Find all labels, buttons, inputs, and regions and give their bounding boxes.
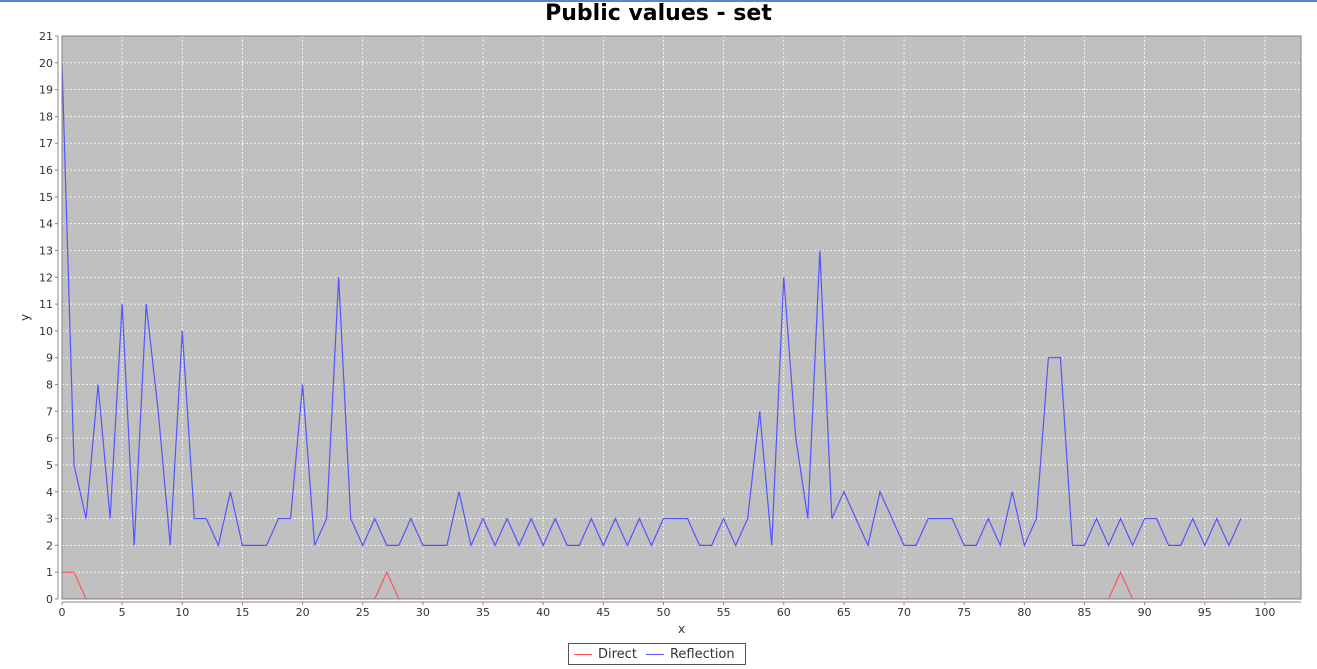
x-tick-label: 45 xyxy=(596,606,610,619)
y-tick-label: 14 xyxy=(39,218,53,231)
legend-swatch-reflection xyxy=(645,653,664,655)
y-tick-label: 6 xyxy=(46,432,53,445)
top-border xyxy=(0,0,1317,2)
y-tick-label: 2 xyxy=(46,539,53,552)
x-tick-label: 30 xyxy=(416,606,430,619)
legend-label-direct: Direct xyxy=(598,646,637,662)
legend-item-direct: Direct xyxy=(574,647,637,662)
y-tick-label: 16 xyxy=(39,164,53,177)
x-tick-label: 20 xyxy=(296,606,310,619)
y-tick-label: 17 xyxy=(39,137,53,150)
x-tick-label: 25 xyxy=(356,606,370,619)
y-tick-label: 9 xyxy=(46,352,53,365)
y-tick-label: 13 xyxy=(39,244,53,257)
x-tick-label: 70 xyxy=(897,606,911,619)
chart-title: Public values - set xyxy=(545,1,772,26)
legend-item-reflection: Reflection xyxy=(645,646,735,662)
x-tick-label: 90 xyxy=(1138,606,1152,619)
x-tick-label: 65 xyxy=(837,606,851,619)
x-tick-label: 15 xyxy=(235,606,249,619)
series-layer xyxy=(62,62,1242,599)
y-tick-label: 1 xyxy=(46,566,53,579)
y-tick-label: 21 xyxy=(39,30,53,43)
legend-swatch-direct xyxy=(574,653,592,655)
axes: 0 5 10 15 20 25 30 35 40 45 50 55 60 65 70 75 80 85 90 95 10… xyxy=(39,30,1301,619)
x-tick-label: 100 xyxy=(1254,606,1275,619)
x-tick-label: 5 xyxy=(119,606,126,619)
x-tick-label: 10 xyxy=(175,606,189,619)
x-tick-label: 55 xyxy=(717,606,731,619)
plot-frame xyxy=(61,35,1302,600)
y-tick-label: 4 xyxy=(46,486,53,499)
legend: Direct Reflection xyxy=(568,643,746,665)
y-tick-label: 3 xyxy=(46,513,53,526)
y-tick-label: 12 xyxy=(39,271,53,284)
y-tick-label: 20 xyxy=(39,57,53,70)
plot-area xyxy=(62,36,1301,599)
x-tick-label: 80 xyxy=(1017,606,1031,619)
y-tick-label: 19 xyxy=(39,84,53,97)
y-tick-label: 11 xyxy=(39,298,53,311)
x-tick-label: 40 xyxy=(536,606,550,619)
x-tick-label: 0 xyxy=(59,606,66,619)
y-tick-label: 10 xyxy=(39,325,53,338)
x-tick-label: 95 xyxy=(1198,606,1212,619)
y-axis-label: y xyxy=(18,314,32,321)
x-tick-label: 75 xyxy=(957,606,971,619)
legend-label-reflection: Reflection xyxy=(669,646,735,662)
y-tick-label: 15 xyxy=(39,191,53,204)
y-tick-label: 7 xyxy=(46,405,53,418)
x-tick-label: 85 xyxy=(1077,606,1091,619)
x-tick-label: 60 xyxy=(777,606,791,619)
y-tick-label: 18 xyxy=(39,110,53,123)
x-axis-label: x xyxy=(678,622,685,636)
y-tick-label: 0 xyxy=(46,593,53,606)
x-tick-label: 50 xyxy=(656,606,670,619)
y-tick-label: 8 xyxy=(46,379,53,392)
y-tick-label: 5 xyxy=(46,459,53,472)
x-tick-label: 35 xyxy=(476,606,490,619)
series-line-reflection xyxy=(62,62,1242,548)
